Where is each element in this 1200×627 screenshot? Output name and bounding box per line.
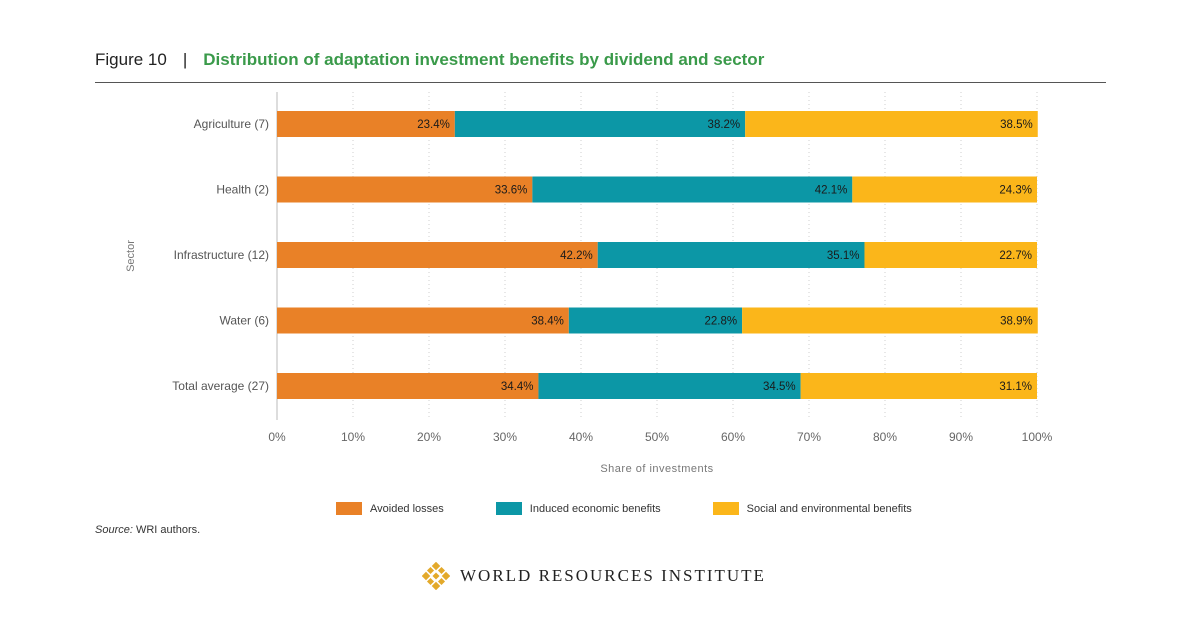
bar-segment <box>852 176 1037 203</box>
data-label: 38.4% <box>531 316 564 328</box>
category-label: Water (6) <box>219 314 269 328</box>
bar-segment <box>277 176 533 203</box>
x-tick-label: 60% <box>721 430 745 444</box>
data-label: 24.3% <box>999 185 1032 197</box>
data-label: 22.7% <box>999 250 1032 262</box>
bar-segment <box>742 307 1038 334</box>
bar-segment <box>454 111 746 137</box>
category-label: Agriculture (7) <box>194 117 269 131</box>
bar-segment <box>277 307 569 334</box>
wri-logo-text: WORLD RESOURCES INSTITUTE <box>460 566 766 585</box>
x-tick-label: 100% <box>1022 430 1053 444</box>
x-tick-label: 70% <box>797 430 821 444</box>
header-rule <box>95 82 1106 83</box>
data-label: 42.1% <box>815 185 848 197</box>
legend-label-social-environmental: Social and environmental benefits <box>746 502 912 515</box>
bar-segment <box>277 242 598 268</box>
legend-item-avoided-losses: Avoided losses <box>336 502 444 515</box>
legend-swatch-avoided-losses <box>336 502 362 515</box>
x-tick-label: 80% <box>873 430 897 444</box>
figure-title: Distribution of adaptation investment be… <box>203 50 765 69</box>
source-text: WRI authors. <box>135 524 201 536</box>
data-label: 31.1% <box>999 381 1032 393</box>
data-label: 22.8% <box>705 316 738 328</box>
chart-legend: Avoided losses Induced economic benefits… <box>336 502 912 515</box>
bar-segment <box>532 176 853 203</box>
category-label: Infrastructure (12) <box>174 248 269 262</box>
bar-segment <box>277 373 539 399</box>
data-label: 42.2% <box>560 250 593 262</box>
legend-swatch-induced-economic <box>495 502 522 515</box>
bar-segment <box>597 242 865 268</box>
figure-header: Figure 10 | Distribution of adaptation i… <box>95 50 1106 70</box>
x-tick-label: 50% <box>645 430 669 444</box>
bar-segment <box>745 111 1038 137</box>
data-label: 38.2% <box>708 119 741 131</box>
bar-segment <box>800 373 1037 399</box>
data-label: 34.5% <box>763 381 796 393</box>
x-tick-label: 0% <box>268 430 286 444</box>
x-tick-label: 20% <box>417 430 441 444</box>
category-label: Total average (27) <box>172 379 269 393</box>
wri-logo-icon <box>422 562 450 590</box>
x-tick-label: 90% <box>949 430 973 444</box>
legend-label-avoided-losses: Avoided losses <box>370 502 444 515</box>
legend-item-social-environmental: Social and environmental benefits <box>712 502 912 515</box>
x-tick-label: 30% <box>493 430 517 444</box>
source-note: Source: WRI authors. <box>95 524 200 536</box>
wri-logo: WORLD RESOURCES INSTITUTE <box>422 562 766 590</box>
data-label: 33.6% <box>495 185 528 197</box>
data-label: 38.5% <box>1000 119 1033 131</box>
legend-label-induced-economic: Induced economic benefits <box>529 502 661 515</box>
legend-swatch-social-environmental <box>712 502 739 515</box>
data-label: 38.9% <box>1000 316 1033 328</box>
data-label: 35.1% <box>827 250 860 262</box>
x-tick-label: 10% <box>341 430 365 444</box>
x-axis-title: Share of investments <box>600 463 713 475</box>
figure-number: Figure 10 <box>95 50 167 69</box>
data-label: 34.4% <box>501 381 534 393</box>
bar-segment <box>568 307 743 334</box>
bar-segment <box>538 373 801 399</box>
source-label: Source: <box>95 524 133 536</box>
y-axis-title: Sector <box>125 240 137 272</box>
category-label: Health (2) <box>216 183 269 197</box>
x-tick-label: 40% <box>569 430 593 444</box>
legend-item-induced-economic: Induced economic benefits <box>495 502 661 515</box>
bar-segment <box>864 242 1037 268</box>
bar-segment <box>277 111 455 137</box>
figure-separator: | <box>182 50 188 69</box>
data-label: 23.4% <box>417 119 450 131</box>
